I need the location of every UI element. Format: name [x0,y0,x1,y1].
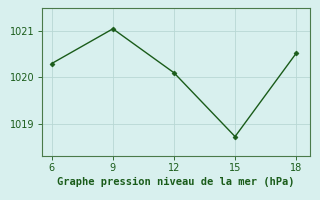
X-axis label: Graphe pression niveau de la mer (hPa): Graphe pression niveau de la mer (hPa) [57,177,295,187]
